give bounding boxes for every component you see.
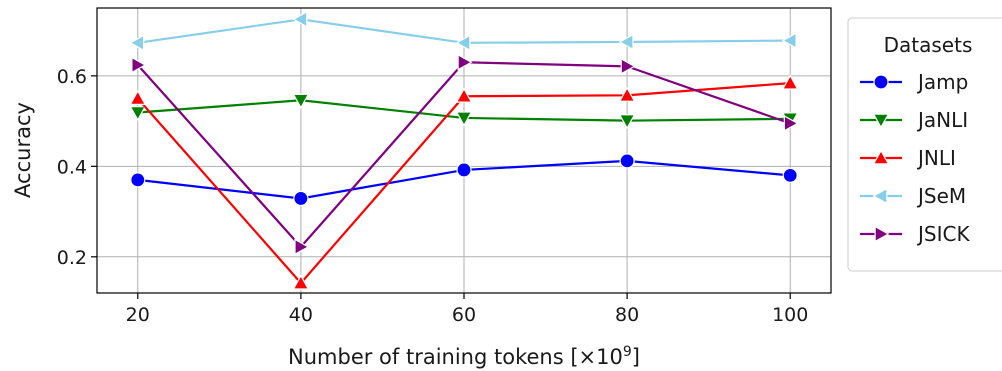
legend-item-jamp: Jamp: [860, 70, 968, 94]
legend-marker: [872, 113, 890, 129]
series-jnli: [129, 74, 799, 290]
legend-marker: [873, 74, 889, 90]
y-axis-label: Accuracy: [11, 102, 35, 198]
data-point-jnli: [292, 274, 310, 290]
data-point-janli: [618, 114, 636, 130]
series-lines: [129, 10, 799, 290]
data-point-jamp: [293, 190, 309, 207]
x-tick-label: 60: [452, 304, 476, 326]
data-point-jamp: [619, 153, 635, 169]
data-point-jamp: [130, 172, 146, 188]
data-point-jsick: [457, 53, 473, 71]
legend-item-jsick: JSICK: [860, 222, 970, 246]
data-point-jnli: [129, 89, 147, 105]
data-point-jnli: [455, 87, 473, 103]
data-point-jsick: [783, 114, 799, 132]
data-point-jsick: [131, 56, 147, 74]
series-janli: [129, 93, 799, 130]
x-axis-label-suffix: ]: [632, 345, 640, 369]
legend-marker: [872, 187, 888, 205]
x-tick-label: 80: [615, 304, 639, 326]
x-tick-label: 20: [126, 304, 150, 326]
data-point-janli: [292, 93, 310, 109]
x-tick-label: 40: [289, 304, 313, 326]
x-axis-label: Number of training tokens [×109]: [288, 344, 640, 369]
series-jsem: [129, 10, 797, 52]
legend-item-jnli: JNLI: [860, 146, 956, 170]
legend-label: JSeM: [916, 184, 966, 208]
data-point-jsick: [620, 57, 636, 75]
x-axis-label-main: Number of training tokens [×10: [288, 345, 623, 369]
legend: Datasets Jamp JaNLI JNLI JSeM JSICK: [847, 17, 1002, 272]
x-axis-label-exponent: 9: [623, 344, 632, 360]
data-point-jsem: [618, 33, 634, 51]
legend-marker: [874, 225, 890, 243]
data-point-jsem: [129, 34, 145, 52]
legend-marker: [872, 149, 890, 165]
legend-title: Datasets: [884, 33, 973, 57]
series-jamp: [130, 153, 798, 207]
legend-item-janli: JaNLI: [860, 108, 968, 132]
data-point-jnli: [618, 86, 636, 102]
legend-item-jsem: JSeM: [860, 184, 966, 208]
data-point-jsem: [781, 32, 797, 49]
data-point-janli: [129, 106, 147, 122]
data-point-jsem: [292, 10, 308, 28]
data-point-jsick: [294, 238, 310, 256]
legend-label: JSICK: [916, 222, 970, 246]
y-tick-label: 0.6: [57, 66, 87, 88]
data-point-jamp: [456, 162, 472, 178]
y-tick-label: 0.2: [57, 247, 87, 269]
data-point-jsem: [455, 34, 471, 52]
axis-ticks: 20 40 60 80 100 0.2 0.4 0.6: [57, 66, 809, 326]
series-jsick: [131, 53, 799, 256]
data-point-jnli: [781, 74, 799, 90]
x-tick-label: 100: [772, 304, 808, 326]
legend-label: JaNLI: [916, 108, 968, 132]
grid: [97, 8, 831, 293]
data-point-jamp: [782, 167, 798, 183]
data-point-janli: [455, 111, 473, 127]
y-tick-label: 0.4: [57, 156, 87, 178]
legend-label: Jamp: [916, 70, 968, 94]
legend-label: JNLI: [916, 146, 956, 170]
